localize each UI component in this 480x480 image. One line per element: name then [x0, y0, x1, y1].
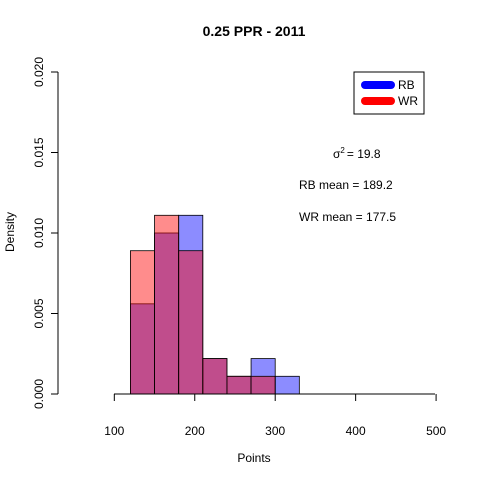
chart-title: 0.25 PPR - 2011: [203, 23, 306, 39]
sigma-annotation: σ2 = 19.8: [333, 146, 381, 161]
y-tick-label: 0.000: [32, 379, 46, 409]
x-tick-label: 400: [346, 424, 366, 438]
wr-bar-4: [226, 375, 252, 395]
x-tick-label: 200: [185, 424, 205, 438]
y-axis-label: Density: [3, 212, 17, 252]
y-ticks: 0.000 0.005 0.010 0.015 0.020: [32, 57, 58, 409]
wr-bar-2: [178, 250, 204, 395]
bars-layer: [129, 214, 300, 395]
sigma-superscript: 2: [340, 146, 345, 155]
legend-label-wr: WR: [398, 94, 418, 108]
sigma-symbol: σ: [333, 147, 341, 161]
axes-layer: 100 200 300 400 500 0.000 0.005 0.010 0.015 0.02…: [32, 57, 446, 438]
y-tick-label: 0.020: [32, 57, 46, 87]
wr-bar-3: [202, 358, 228, 395]
x-tick-label: 100: [104, 424, 124, 438]
x-tick-label: 500: [426, 424, 446, 438]
legend: RB WR: [353, 71, 425, 115]
rb-mean-annotation: RB mean = 189.2: [299, 178, 393, 192]
rb-bar-1: [154, 232, 180, 395]
wr-bar-0: [129, 250, 155, 395]
y-tick-label: 0.015: [32, 137, 46, 167]
rb-bar-0: [129, 303, 155, 395]
x-axis-label: Points: [237, 451, 270, 465]
y-tick-label: 0.010: [32, 218, 46, 248]
wr-bar-1: [154, 214, 180, 395]
rb-bar-2: [178, 214, 204, 395]
x-tick-label: 300: [265, 424, 285, 438]
legend-label-rb: RB: [398, 78, 415, 92]
y-tick-label: 0.005: [32, 298, 46, 328]
wr-mean-annotation: WR mean = 177.5: [299, 210, 396, 224]
sigma-value: = 19.8: [347, 147, 381, 161]
legend-box: [353, 71, 425, 115]
x-ticks: 100 200 300 400 500: [104, 394, 446, 438]
annotations: σ2 = 19.8 RB mean = 189.2 WR mean = 177.5: [299, 146, 396, 224]
wr-bar-5: [250, 375, 276, 395]
rb-bar-6: [274, 375, 300, 395]
